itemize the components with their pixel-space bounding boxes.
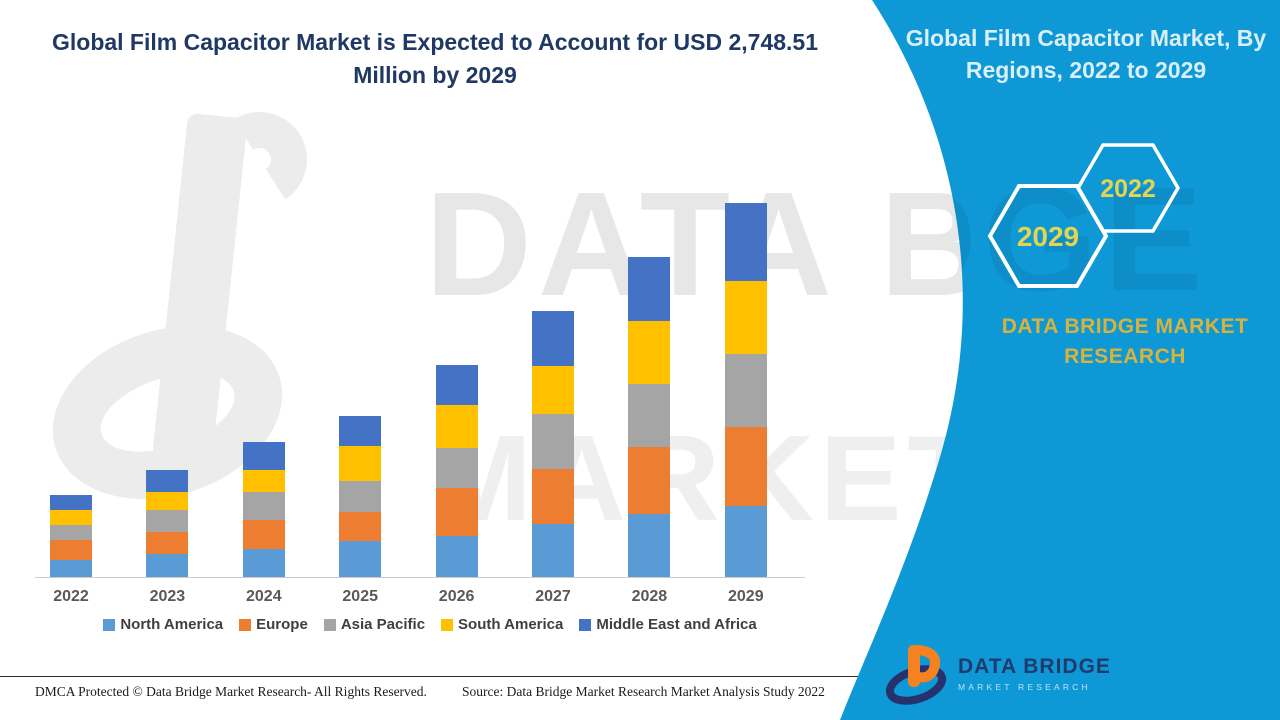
legend-swatch-icon [239, 618, 252, 631]
band-shape [840, 0, 1280, 720]
bar-segment-north-america [146, 554, 189, 577]
bar-segment-europe [435, 488, 478, 537]
bar-segment-middle-east-and-africa [532, 311, 574, 366]
bar-column-2022 [50, 494, 92, 577]
bar-segment-north-america [532, 523, 574, 577]
bar-segment-europe [339, 511, 382, 541]
right-panel-title-line1: Global Film Capacitor Market, By [905, 25, 1267, 51]
bar-segment-south-america [435, 405, 478, 449]
bar-segment-middle-east-and-africa [628, 257, 671, 322]
bar-segment-middle-east-and-africa [242, 441, 285, 470]
hexagon-2022 [1075, 143, 1181, 233]
page-title-line2: Million by 2029 [353, 62, 517, 89]
x-axis-label-2027: 2027 [535, 588, 571, 605]
bar-column-2023 [146, 469, 189, 577]
x-axis-label-2029: 2029 [728, 588, 764, 605]
bar-segment-asia-pacific [435, 448, 478, 489]
logo-text-block: DATA BRIDGE MARKET RESEARCH [958, 655, 1111, 692]
legend-item-north-america: North America [103, 616, 223, 633]
legend-label: Europe [256, 616, 308, 633]
x-axis-label-2022: 2022 [53, 588, 89, 605]
bar-segment-asia-pacific [532, 414, 574, 469]
bar-segment-north-america [242, 548, 285, 577]
bar-segment-north-america [628, 514, 671, 577]
bar-segment-europe [724, 426, 767, 506]
bar-segment-south-america [339, 446, 382, 481]
bar-segment-asia-pacific [724, 353, 767, 427]
footer-divider [0, 676, 858, 677]
bar-column-2029 [724, 203, 767, 577]
legend-swatch-icon [323, 618, 336, 631]
bar-segment-asia-pacific [628, 384, 671, 448]
brand-name: DATA BRIDGE MARKET RESEARCH [960, 312, 1280, 373]
dmca-text: DMCA Protected © Data Bridge Market Rese… [35, 684, 427, 699]
bar-segment-middle-east-and-africa [435, 365, 478, 406]
hexagon-2022-label: 2022 [1100, 175, 1156, 203]
bar-segment-south-america [532, 365, 574, 414]
source-text: Source: Data Bridge Market Research Mark… [462, 684, 825, 699]
bar-segment-north-america [50, 560, 92, 577]
bar-segment-asia-pacific [50, 525, 92, 540]
legend-swatch-icon [103, 618, 116, 631]
legend-label: Asia Pacific [340, 616, 426, 633]
bar-column-2027 [532, 311, 574, 577]
x-axis-label-2028: 2028 [631, 588, 668, 605]
bar-segment-south-america [242, 469, 285, 492]
right-panel-title: Global Film Capacitor Market, By Regions… [905, 22, 1267, 86]
right-band: DGE 2029 2022 [840, 0, 1280, 720]
legend-swatch-icon [441, 618, 454, 631]
bar-segment-asia-pacific [242, 492, 285, 521]
bar-segment-south-america [50, 510, 92, 526]
bar-chart: 2022 2023 2024 2025 2026 2027 2028 2029 [35, 203, 805, 605]
brand-name-line2: RESEARCH [1064, 345, 1186, 369]
bar-segment-north-america [339, 540, 382, 577]
bar-column-2025 [339, 416, 382, 577]
bar-segment-europe [242, 520, 285, 549]
x-axis-label-2023: 2023 [149, 588, 186, 605]
bar-segment-asia-pacific [146, 509, 189, 532]
legend-label: South America [458, 616, 564, 633]
legend-item-middle-east-and-africa: Middle East and Africa [579, 616, 757, 633]
x-axis-label-2026: 2026 [438, 588, 475, 605]
x-axis-line [35, 577, 805, 578]
bar-segment-europe [50, 540, 92, 560]
bar-segment-north-america [724, 505, 767, 577]
bar-segment-north-america [435, 536, 478, 577]
legend-label: North America [120, 616, 224, 633]
bar-segment-europe [146, 531, 189, 555]
bar-column-2026 [435, 365, 478, 577]
bar-segment-middle-east-and-africa [146, 469, 189, 492]
bar-segment-europe [628, 447, 671, 514]
bar-segment-asia-pacific [339, 480, 382, 512]
bar-segment-middle-east-and-africa [339, 416, 382, 446]
bar-segment-south-america [724, 280, 767, 354]
x-axis-label-2024: 2024 [246, 588, 282, 605]
right-panel-title-line2: Regions, 2022 to 2029 [965, 57, 1207, 84]
legend-item-south-america: South America [441, 616, 563, 633]
bar-segment-south-america [146, 492, 189, 510]
x-axis-label-2025: 2025 [342, 588, 378, 605]
logo-tagline: MARKET RESEARCH [958, 681, 1091, 692]
bar-segment-middle-east-and-africa [50, 494, 92, 511]
logo-name: DATA BRIDGE [958, 654, 1111, 678]
bar-segment-south-america [628, 321, 671, 385]
legend-item-europe: Europe [239, 616, 308, 633]
brand-name-line1: DATA BRIDGE MARKET [1001, 315, 1249, 338]
bar-column-2028 [628, 257, 671, 577]
bar-column-2024 [242, 441, 285, 577]
bar-segment-middle-east-and-africa [724, 203, 767, 281]
dbmr-logo: DATA BRIDGE MARKET RESEARCH [886, 634, 1186, 712]
page-title: Global Film Capacitor Market is Expected… [30, 26, 840, 93]
hexagon-2029 [987, 184, 1109, 288]
bar-segment-europe [532, 468, 574, 524]
legend-swatch-icon [579, 618, 592, 631]
dbmr-logo-mark-icon [886, 645, 947, 705]
legend: North America Europe Asia Pacific South Ame… [0, 616, 860, 633]
page-title-line1: Global Film Capacitor Market is Expected… [51, 29, 819, 55]
hexagon-2029-label: 2029 [1017, 221, 1079, 252]
legend-label: Middle East and Africa [596, 616, 757, 633]
legend-item-asia-pacific: Asia Pacific [323, 616, 426, 633]
